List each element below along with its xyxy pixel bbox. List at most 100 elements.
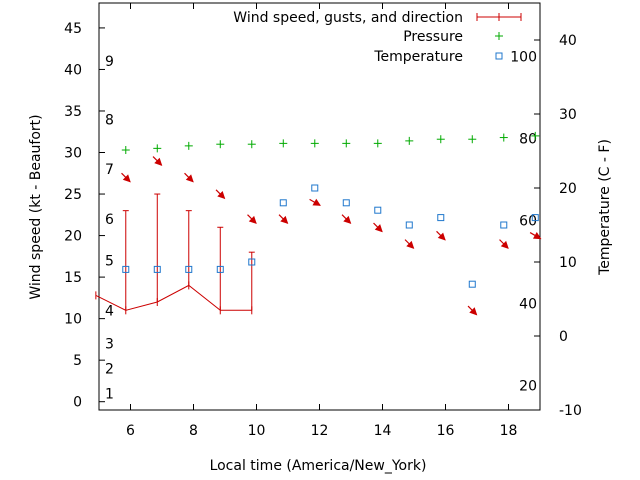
y2-tick-labels: -10 0 10 20 30 40 xyxy=(559,33,582,419)
x-tick-label: 8 xyxy=(189,423,198,439)
y2-tick-label: 40 xyxy=(559,33,577,49)
temperature-point xyxy=(122,265,130,273)
wind-direction-arrow xyxy=(215,189,226,200)
pressure-point xyxy=(184,141,193,150)
arrow-head xyxy=(154,157,163,166)
temperature-series xyxy=(122,184,539,288)
arrow-head xyxy=(217,190,226,200)
y-tick-label: 40 xyxy=(64,62,82,78)
beaufort-label: 5 xyxy=(105,253,114,269)
arrow-head xyxy=(437,232,446,241)
temperature-point xyxy=(153,265,161,273)
pressure-point xyxy=(310,139,319,148)
pressure-point xyxy=(436,135,445,144)
legend: Wind speed, gusts, and direction Pressur… xyxy=(233,10,522,65)
plot-frame xyxy=(98,2,541,411)
arrow-head xyxy=(532,232,542,240)
beaufort-label: 7 xyxy=(105,162,114,178)
x-tick-label: 16 xyxy=(437,423,455,439)
fahrenheit-label: 100 xyxy=(510,49,537,65)
beaufort-label: 2 xyxy=(105,361,114,377)
pressure-point xyxy=(499,133,508,142)
x-axis-label: Local time (America/New_York) xyxy=(210,458,427,474)
pressure-point xyxy=(531,131,540,140)
x-tick-label: 6 xyxy=(126,423,135,439)
y-tick-label: 25 xyxy=(64,187,82,203)
arrow-head xyxy=(343,215,352,224)
wind-direction-arrow xyxy=(467,305,478,316)
pressure-point xyxy=(121,146,130,155)
y-tick-labels: 0 5 10 15 20 25 30 35 40 45 xyxy=(64,21,82,411)
pressure-point xyxy=(153,144,162,153)
x-tick-label: 18 xyxy=(500,423,518,439)
tick-marks xyxy=(99,3,540,411)
fahrenheit-labels: 20 40 60 80 100 xyxy=(510,49,537,394)
pressure-point xyxy=(373,139,382,148)
arrow-head xyxy=(185,174,194,183)
pressure-point xyxy=(405,136,414,145)
wind-direction-arrow xyxy=(121,172,131,183)
legend-wind-label: Wind speed, gusts, and direction xyxy=(233,10,463,26)
wind-direction-arrow xyxy=(499,239,509,249)
wind-direction-arrow xyxy=(436,230,446,241)
y2-tick-label: 0 xyxy=(559,329,568,345)
beaufort-label: 4 xyxy=(105,303,114,319)
y-tick-label: 30 xyxy=(64,146,82,162)
y2-tick-label: 20 xyxy=(559,181,577,197)
wind-direction-arrow xyxy=(278,214,289,224)
y2-tick-label: 30 xyxy=(559,107,577,123)
beaufort-label: 3 xyxy=(105,337,114,353)
arrow-head xyxy=(248,215,257,224)
y-tick-label: 20 xyxy=(64,229,82,245)
legend-pressure-marker xyxy=(495,32,503,40)
beaufort-label: 9 xyxy=(105,54,114,70)
legend-pressure-label: Pressure xyxy=(403,29,463,45)
temperature-point xyxy=(311,184,319,192)
arrow-head xyxy=(374,224,383,233)
temperature-point xyxy=(500,221,508,229)
arrow-head xyxy=(500,240,509,249)
pressure-point xyxy=(342,139,351,148)
arrow-head xyxy=(312,198,321,206)
wind-direction-arrow xyxy=(247,214,257,224)
y-tick-label: 0 xyxy=(73,395,82,411)
pressure-point xyxy=(247,140,256,149)
y-tick-label: 5 xyxy=(73,353,82,369)
wind-direction-arrow xyxy=(373,222,383,233)
y-tick-label: 45 xyxy=(64,21,82,37)
wind-direction-arrow xyxy=(309,198,321,206)
pressure-point xyxy=(279,139,288,148)
arrow-head xyxy=(122,174,131,183)
wind-speed-line xyxy=(95,284,252,311)
beaufort-label: 8 xyxy=(105,112,114,128)
temperature-point xyxy=(248,258,256,266)
wind-direction-arrow xyxy=(184,172,194,183)
y2-tick-label: 10 xyxy=(559,255,577,271)
y-tick-label: 10 xyxy=(64,312,82,328)
fahrenheit-label: 40 xyxy=(519,296,537,312)
wind-direction-arrow xyxy=(529,232,542,240)
temperature-point xyxy=(405,221,413,229)
y-axis-label: Wind speed (kt - Beaufort) xyxy=(28,114,44,299)
pressure-point xyxy=(216,140,225,149)
wind-direction-series xyxy=(121,156,542,316)
y-tick-label: 35 xyxy=(64,104,82,120)
legend-wind-marker xyxy=(476,13,522,21)
arrow-head xyxy=(280,215,289,224)
legend-temperature-marker xyxy=(495,52,503,60)
x-tick-label: 14 xyxy=(374,423,392,439)
beaufort-label: 1 xyxy=(105,386,114,402)
temperature-point xyxy=(374,206,382,214)
temperature-point xyxy=(437,214,445,222)
arrow-head xyxy=(406,240,415,249)
x-tick-label: 10 xyxy=(248,423,266,439)
wind-series xyxy=(95,193,255,315)
pressure-series xyxy=(121,131,540,155)
wind-direction-arrow xyxy=(152,156,163,166)
fahrenheit-label: 60 xyxy=(519,214,537,230)
wind-direction-arrow xyxy=(404,239,415,249)
temperature-point xyxy=(185,265,193,273)
fahrenheit-label: 80 xyxy=(519,131,537,147)
y-tick-label: 15 xyxy=(64,270,82,286)
fahrenheit-label: 20 xyxy=(519,379,537,395)
